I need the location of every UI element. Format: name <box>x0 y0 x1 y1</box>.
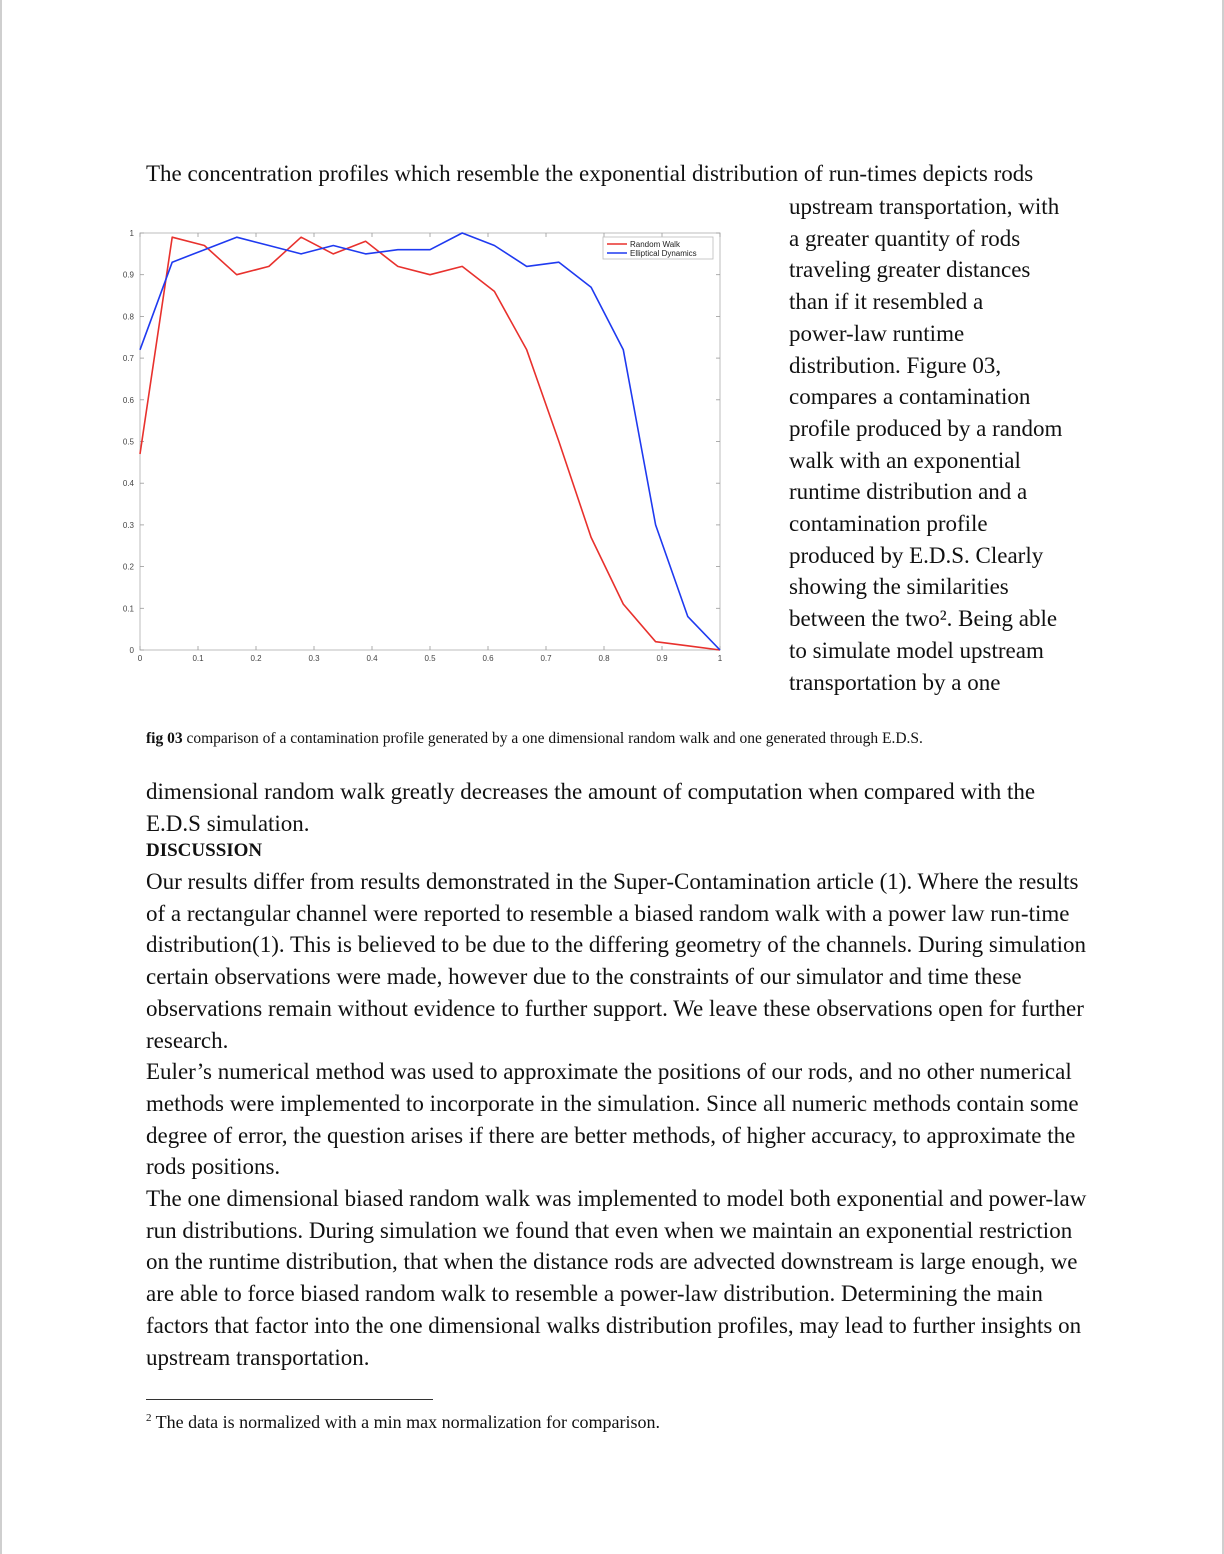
footnote-mark: 2 <box>146 1412 152 1424</box>
x-tick-label: 0.8 <box>598 654 610 663</box>
side-line: showing the similarities <box>789 574 1009 600</box>
line-chart-svg: 0 0.1 0.2 0.3 0.4 0.5 0.6 0.7 0.8 0.9 1 0 0.1 0.2 0.3 0… <box>123 229 723 663</box>
side-line: walk with an exponential <box>789 447 1021 473</box>
body-paragraph: The one dimensional biased random walk w… <box>146 1186 1087 1370</box>
paragraph-top: The concentration profiles which resembl… <box>146 161 1034 186</box>
y-tick-label: 0.7 <box>123 354 135 363</box>
side-line: power-law runtime <box>789 320 965 346</box>
y-tick-label: 0.9 <box>123 271 135 280</box>
y-tick-label: 0.5 <box>123 438 135 447</box>
side-line: produced by E.D.S. Clearly <box>789 542 1044 568</box>
y-tick-label: 0.6 <box>123 396 135 405</box>
body-paragraph: Euler’s numerical method was used to app… <box>146 1059 1079 1180</box>
section-heading-discussion: DISCUSSION <box>146 840 263 861</box>
side-line: compares a contamination <box>789 384 1031 410</box>
y-tick-label: 1 <box>130 229 135 238</box>
body-paragraph: Our results differ from results demonstr… <box>146 869 1087 1053</box>
footnote: 2 The data is normalized with a min max … <box>146 1412 660 1433</box>
caption-label: fig 03 <box>146 730 183 747</box>
page-edge-right <box>1222 0 1224 1554</box>
side-line: to simulate model upstream <box>789 637 1044 663</box>
caption-text: comparison of a contamination profile ge… <box>182 730 923 747</box>
side-line: upstream transportation, with <box>789 194 1060 219</box>
side-line: traveling greater distances <box>789 257 1031 283</box>
figure-caption: fig 03 comparison of a contamination pro… <box>146 730 923 748</box>
x-tick-label: 0.6 <box>482 654 494 663</box>
y-tick-label: 0 <box>130 646 135 655</box>
side-line: a greater quantity of rods <box>789 225 1021 251</box>
legend-label: Random Walk <box>630 240 681 249</box>
side-line: transportation by a one <box>789 669 1001 695</box>
side-line: profile produced by a random <box>789 415 1063 441</box>
page-edge-left <box>0 0 2 1554</box>
footnote-divider <box>146 1399 433 1400</box>
series-line-random-walk <box>139 236 721 651</box>
legend-box <box>602 236 714 260</box>
y-tick-label: 0.2 <box>123 563 135 572</box>
x-tick-label: 1 <box>718 654 723 663</box>
ticks-layer: 0 0.1 0.2 0.3 0.4 0.5 0.6 0.7 0.8 0.9 1 0 0.1 0.2 0.3 0… <box>123 229 723 663</box>
y-tick-label: 0.8 <box>123 312 135 321</box>
side-line: distribution. Figure 03, <box>789 352 1002 378</box>
side-line: runtime distribution and a <box>789 479 1028 505</box>
x-tick-label: 0.1 <box>192 654 204 663</box>
paragraph-continued: dimensional random walk greatly decrease… <box>146 779 1036 836</box>
footnote-text: The data is normalized with a min max no… <box>151 1412 661 1432</box>
x-tick-label: 0.3 <box>308 654 320 663</box>
series-layer <box>139 232 721 651</box>
side-text-block: upstream transportation, with a greater … <box>789 191 1089 698</box>
x-tick-label: 0 <box>138 654 143 663</box>
legend-label: Elliptical Dynamics <box>630 249 697 258</box>
plot-frame <box>139 232 721 651</box>
side-line: contamination profile <box>789 511 988 537</box>
discussion-body: Our results differ from results demonstr… <box>146 866 1091 1373</box>
x-tick-label: 0.7 <box>540 654 552 663</box>
y-tick-label: 0.1 <box>123 604 135 613</box>
x-tick-label: 0.2 <box>250 654 262 663</box>
series-line-elliptical-dynamics <box>139 232 721 651</box>
y-tick-label: 0.3 <box>123 521 135 530</box>
y-tick-label: 0.4 <box>123 479 135 488</box>
side-line: between the two². Being able <box>789 606 1058 632</box>
axes-layer <box>139 232 721 651</box>
figure-03-chart: 0 0.1 0.2 0.3 0.4 0.5 0.6 0.7 0.8 0.9 1 0 0.1 0.2 0.3 0… <box>108 222 748 672</box>
x-tick-label: 0.9 <box>656 654 668 663</box>
side-line: than if it resembled a <box>789 289 984 315</box>
x-tick-label: 0.5 <box>424 654 436 663</box>
x-tick-label: 0.4 <box>366 654 378 663</box>
